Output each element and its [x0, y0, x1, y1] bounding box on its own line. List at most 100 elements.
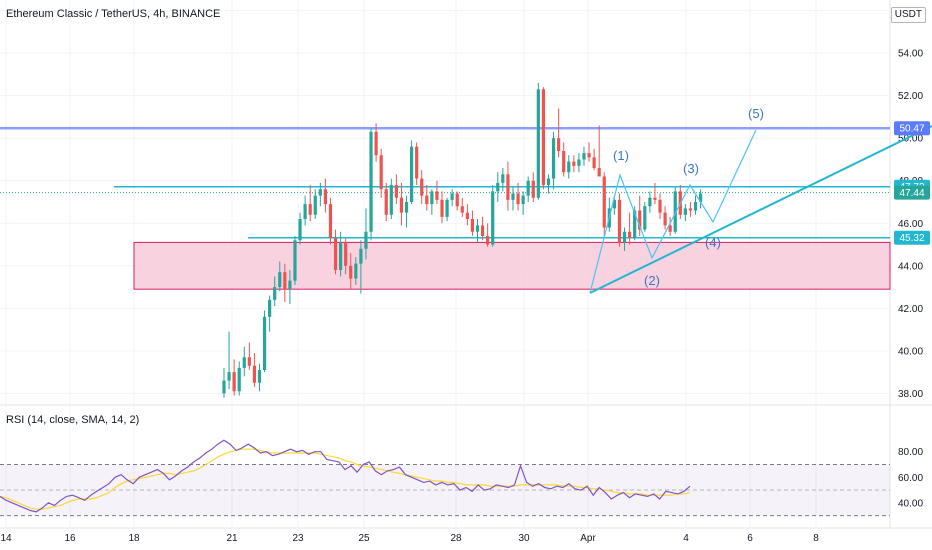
time-tick-label: 8: [813, 533, 819, 544]
candle-body: [278, 272, 282, 288]
candle-body: [567, 161, 571, 173]
candle-body: [232, 372, 236, 392]
time-tick-label: 18: [128, 533, 140, 544]
candle: [298, 212, 302, 245]
candle: [693, 195, 698, 215]
candle-body: [688, 208, 693, 211]
candle-body: [612, 199, 616, 209]
candle-body: [384, 189, 388, 215]
candle-body: [394, 184, 398, 198]
candle: [602, 172, 606, 239]
candle: [562, 142, 566, 177]
candle-body: [404, 202, 409, 213]
candle-body: [374, 131, 378, 156]
price-label-text: 45.32: [899, 233, 924, 244]
trend-line: [589, 125, 932, 294]
candle-body: [602, 176, 606, 228]
candle: [572, 155, 576, 173]
candle-body: [455, 193, 459, 207]
candle-body: [501, 174, 505, 183]
rsi-line: [0, 439, 691, 513]
candle-body: [323, 189, 327, 205]
candle: [303, 195, 307, 226]
candle-body: [252, 365, 257, 383]
time-tick-label: 14: [0, 533, 12, 544]
candle-body: [268, 299, 272, 317]
candle: [445, 197, 449, 222]
candle: [475, 219, 480, 243]
candle: [318, 182, 322, 207]
candle: [369, 127, 373, 241]
candle: [273, 276, 277, 307]
candle-body: [440, 199, 444, 217]
candle: [394, 174, 398, 205]
candle: [283, 263, 287, 302]
candle: [364, 208, 368, 260]
candle: [415, 142, 419, 185]
time-tick-label: 25: [358, 533, 370, 544]
candle-body: [683, 208, 687, 215]
candle-body: [328, 204, 333, 239]
price-tick-label: 52.00: [898, 91, 923, 102]
candle: [541, 87, 546, 190]
candle: [557, 108, 561, 158]
candle: [323, 178, 327, 213]
rsi-tick-label: 60.00: [898, 473, 923, 484]
candle-body: [247, 357, 251, 366]
time-tick-label: 21: [226, 533, 238, 544]
candle-body: [698, 193, 703, 202]
price-label-text: 47.44: [899, 188, 924, 199]
candle-body: [283, 272, 287, 290]
currency-badge[interactable]: USDT: [890, 7, 926, 23]
candle-body: [577, 159, 581, 166]
candle: [496, 172, 500, 202]
price-tick-label: 40.00: [898, 346, 923, 357]
price-tick-label: 46.00: [898, 219, 923, 230]
candle: [582, 146, 586, 166]
candle: [349, 253, 353, 290]
chart-title: Ethereum Classic / TetherUS, 4h, BINANCE: [6, 8, 221, 20]
candle-body: [551, 138, 556, 179]
rsi-tick-label: 40.00: [898, 498, 923, 509]
time-tick-label: 30: [518, 533, 530, 544]
candle-body: [506, 174, 510, 200]
candle: [521, 191, 525, 215]
candle: [262, 310, 267, 373]
candle: [222, 367, 226, 398]
candle-body: [587, 153, 591, 158]
candle-body: [399, 197, 404, 213]
candle-body: [536, 89, 540, 198]
candle-body: [227, 372, 231, 381]
candle: [486, 223, 490, 247]
candle: [668, 216, 672, 237]
candle-body: [480, 225, 485, 237]
candle: [227, 331, 231, 390]
candle-body: [557, 138, 561, 151]
candle: [617, 193, 622, 247]
candle: [257, 363, 262, 392]
candle-body: [293, 240, 297, 281]
wave-label: (1): [613, 148, 629, 163]
candle: [638, 195, 642, 237]
price-label: 45.32: [894, 230, 930, 245]
candle: [536, 82, 540, 200]
candle: [628, 212, 632, 245]
rsi-title: RSI (14, close, SMA, 14, 2): [6, 414, 140, 426]
candle: [465, 204, 469, 226]
candle-body: [430, 191, 434, 205]
candle: [374, 123, 378, 162]
price-label-bg: [894, 185, 930, 200]
candle: [409, 140, 414, 205]
candle: [653, 182, 657, 205]
candle: [278, 261, 282, 292]
candle: [389, 178, 393, 220]
candle-body: [237, 367, 241, 392]
candle-body: [445, 199, 449, 217]
candle-body: [491, 191, 495, 245]
candle: [399, 182, 404, 226]
candle-body: [303, 204, 307, 220]
time-tick-label: 28: [450, 533, 462, 544]
candle-body: [511, 193, 515, 200]
candle-body: [242, 357, 246, 368]
